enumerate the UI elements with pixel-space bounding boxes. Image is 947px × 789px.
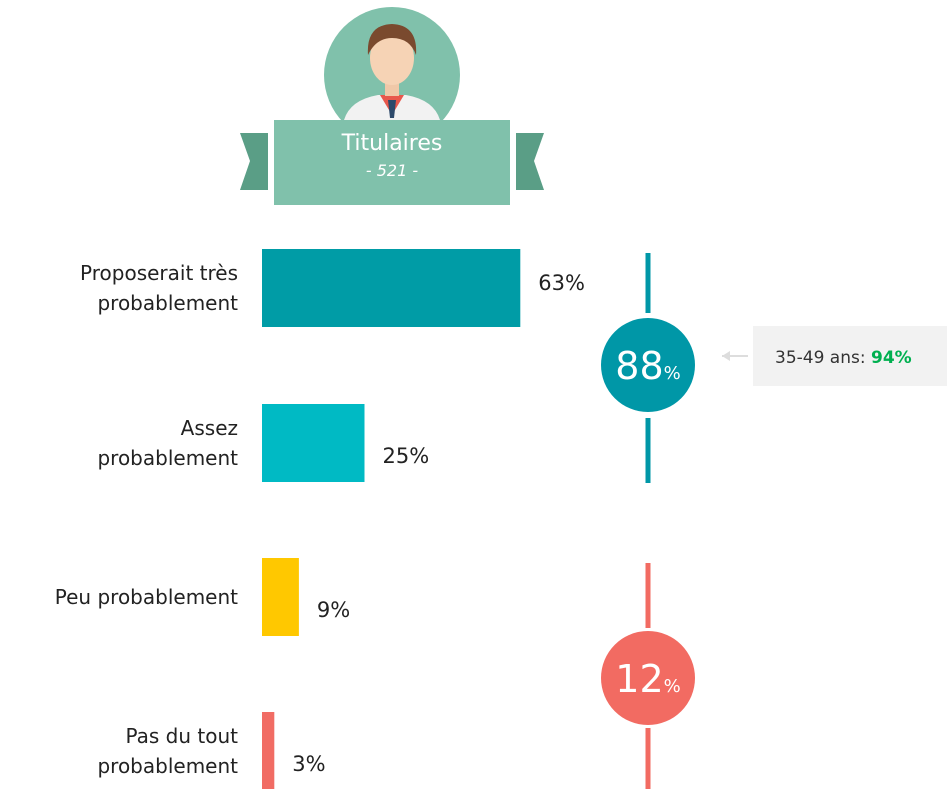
annotation-text: 35-49 ans: [775,348,866,368]
value-label: 25% [382,444,430,468]
total-label: 88% [615,344,680,388]
group-title: Titulaires [341,131,443,156]
annotation-highlight: 94% [871,348,912,368]
total-label: 12% [615,657,680,701]
category-label: Peu probablement [54,585,238,609]
category-label: Pas du tout probablement [97,724,238,778]
avatar [324,7,460,143]
category-label: Proposerait très probablement [80,261,238,315]
value-label: 63% [538,271,585,295]
total-unit: % [664,676,681,697]
total-unit: % [664,363,681,384]
annotation: 35-49 ans: 94% [722,326,947,386]
total-circle [601,631,695,725]
banner: Titulaires - 521 - [240,120,544,205]
category-label: Assez probablement [97,416,238,470]
bar [262,249,521,327]
total-value: 88 [615,344,663,388]
total-circle [601,318,695,412]
bar [262,558,299,636]
total-value: 12 [615,657,663,701]
group-count: - 521 - [366,161,418,180]
value-label: 3% [292,752,326,776]
value-label: 9% [316,598,351,622]
bar [262,404,365,482]
bar [262,712,275,789]
annotation-box: 35-49 ans: 94% [775,348,912,368]
